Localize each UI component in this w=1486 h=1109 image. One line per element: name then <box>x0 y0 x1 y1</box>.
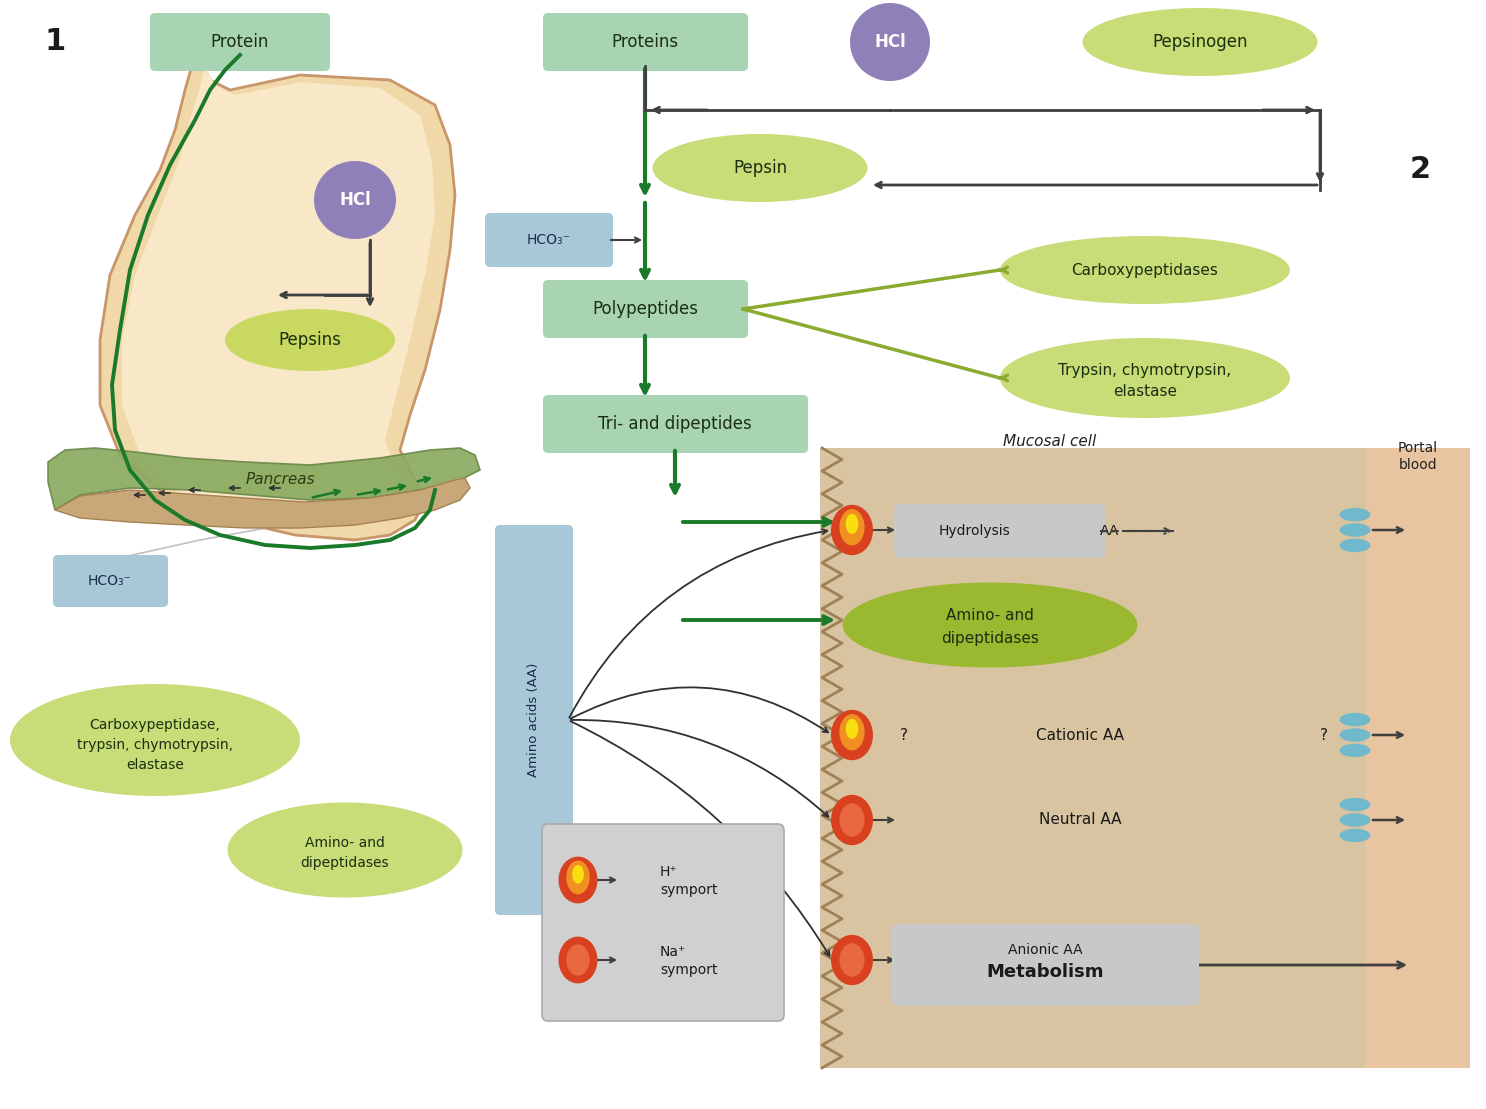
Text: Carboxypeptidases: Carboxypeptidases <box>1071 263 1219 277</box>
Text: ?: ? <box>1320 728 1328 743</box>
Ellipse shape <box>1339 828 1370 842</box>
FancyBboxPatch shape <box>542 395 808 452</box>
Ellipse shape <box>566 861 590 894</box>
Ellipse shape <box>1339 523 1370 537</box>
Text: symport: symport <box>660 883 718 897</box>
Text: ?: ? <box>901 728 908 743</box>
Ellipse shape <box>652 134 868 202</box>
Ellipse shape <box>314 161 395 240</box>
Text: Cationic AA: Cationic AA <box>1036 728 1123 743</box>
Text: Polypeptides: Polypeptides <box>591 301 698 318</box>
FancyBboxPatch shape <box>53 554 168 607</box>
Ellipse shape <box>831 710 872 760</box>
Text: Carboxypeptidase,: Carboxypeptidase, <box>89 718 220 732</box>
Ellipse shape <box>843 582 1137 668</box>
FancyBboxPatch shape <box>892 924 1199 1006</box>
Text: Amino- and: Amino- and <box>305 836 385 849</box>
Ellipse shape <box>1339 813 1370 826</box>
Text: Anionic AA: Anionic AA <box>1008 943 1082 957</box>
Ellipse shape <box>846 513 859 533</box>
Polygon shape <box>122 65 435 525</box>
Text: Protein: Protein <box>211 33 269 51</box>
Ellipse shape <box>840 803 865 837</box>
Text: HCO₃⁻: HCO₃⁻ <box>88 574 132 588</box>
Text: Trypsin, chymotrypsin,: Trypsin, chymotrypsin, <box>1058 363 1232 377</box>
Ellipse shape <box>1082 8 1318 77</box>
Text: AA: AA <box>1100 523 1119 538</box>
Text: Neutral AA: Neutral AA <box>1039 813 1122 827</box>
Ellipse shape <box>559 856 597 904</box>
Ellipse shape <box>566 945 590 976</box>
Ellipse shape <box>572 865 584 884</box>
Ellipse shape <box>227 803 462 897</box>
Ellipse shape <box>840 943 865 977</box>
Text: H⁺: H⁺ <box>660 865 678 879</box>
Ellipse shape <box>1339 539 1370 552</box>
Ellipse shape <box>1339 744 1370 757</box>
Text: Proteins: Proteins <box>611 33 679 51</box>
Text: Amino acids (AA): Amino acids (AA) <box>528 663 541 777</box>
Text: Portal: Portal <box>1398 441 1438 455</box>
Polygon shape <box>48 448 480 510</box>
Text: Amino- and: Amino- and <box>947 608 1034 622</box>
Text: Pancreas: Pancreas <box>245 472 315 488</box>
Text: symport: symport <box>660 963 718 977</box>
Text: HCO₃⁻: HCO₃⁻ <box>528 233 571 247</box>
Ellipse shape <box>850 3 930 81</box>
Text: blood: blood <box>1398 458 1437 472</box>
Ellipse shape <box>1000 338 1290 418</box>
FancyBboxPatch shape <box>495 525 574 915</box>
Ellipse shape <box>831 795 872 845</box>
Text: 1: 1 <box>45 28 65 57</box>
Ellipse shape <box>1339 797 1370 812</box>
Text: HCl: HCl <box>874 33 906 51</box>
Ellipse shape <box>1339 713 1370 726</box>
FancyBboxPatch shape <box>542 824 785 1021</box>
Ellipse shape <box>831 505 872 556</box>
Text: Pepsin: Pepsin <box>733 159 788 177</box>
Text: dipeptidases: dipeptidases <box>300 856 389 869</box>
Ellipse shape <box>10 684 300 796</box>
Text: Metabolism: Metabolism <box>987 963 1104 981</box>
Ellipse shape <box>1339 729 1370 742</box>
Text: HCl: HCl <box>339 191 372 208</box>
FancyBboxPatch shape <box>542 13 747 71</box>
Ellipse shape <box>224 309 395 372</box>
Ellipse shape <box>840 509 865 546</box>
Text: dipeptidases: dipeptidases <box>941 631 1039 645</box>
Ellipse shape <box>831 935 872 985</box>
Ellipse shape <box>846 719 859 739</box>
Text: elastase: elastase <box>1113 385 1177 399</box>
FancyBboxPatch shape <box>895 503 1106 558</box>
Polygon shape <box>55 478 470 528</box>
Text: Tri- and dipeptides: Tri- and dipeptides <box>599 415 752 433</box>
FancyBboxPatch shape <box>484 213 614 267</box>
Text: trypsin, chymotrypsin,: trypsin, chymotrypsin, <box>77 737 233 752</box>
Ellipse shape <box>1000 236 1290 304</box>
FancyBboxPatch shape <box>150 13 330 71</box>
Text: Hydrolysis: Hydrolysis <box>939 523 1010 538</box>
Text: Mucosal cell: Mucosal cell <box>1003 435 1097 449</box>
Ellipse shape <box>840 714 865 751</box>
Text: Na⁺: Na⁺ <box>660 945 687 959</box>
Text: Pepsins: Pepsins <box>278 330 342 349</box>
FancyBboxPatch shape <box>820 448 1380 1068</box>
Text: elastase: elastase <box>126 757 184 772</box>
Ellipse shape <box>1339 508 1370 521</box>
Text: 2: 2 <box>1409 155 1431 184</box>
Text: Pepsinogen: Pepsinogen <box>1152 33 1248 51</box>
FancyBboxPatch shape <box>1366 448 1470 1068</box>
Polygon shape <box>100 55 455 540</box>
FancyBboxPatch shape <box>542 279 747 338</box>
Ellipse shape <box>559 937 597 984</box>
